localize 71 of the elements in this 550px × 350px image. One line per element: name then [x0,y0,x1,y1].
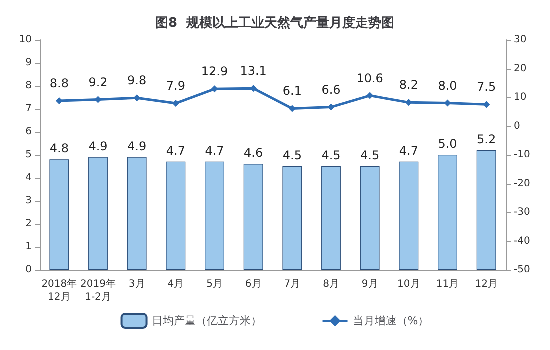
y2-tick-label: -40 [514,236,530,247]
x-tick-label: 10月 [398,279,420,290]
data-label: 6.1 [282,84,302,98]
y-tick-label: 8 [26,80,32,92]
x-tick-label: 12月 [475,279,498,290]
data-label: 5.0 [438,137,458,151]
data-label: 4.5 [360,148,380,162]
y2-tick-label: 20 [514,63,527,74]
data-label: 6.6 [322,82,341,97]
point [366,92,374,100]
point [444,100,452,107]
point [288,105,296,112]
data-label: 4.7 [205,144,224,158]
data-label: 7.5 [477,80,496,94]
x-tick-label: 2019年 1-2月 [80,278,116,303]
data-label: 4.6 [244,146,264,160]
data-label: 4.5 [322,148,341,162]
point [172,100,180,108]
y2-tick-label: 10 [514,92,527,103]
data-label: 7.9 [166,79,186,94]
data-label: 4.7 [166,144,186,158]
data-label: 4.8 [50,142,69,156]
data-label: 9.8 [128,74,147,88]
y2-tick-label: -30 [514,207,530,218]
y-tick-label: 0 [26,264,32,276]
data-label: 9.2 [88,75,108,90]
y-tick-label: 4 [26,172,32,184]
x-tick-label: 7月 [284,279,301,290]
x-tick-label: 6月 [245,279,262,290]
x-tick-label: 3月 [128,279,146,290]
legend-label: 当月增速（%） [352,314,430,328]
data-label: 4.9 [128,139,147,154]
x-tick-label: 9月 [362,279,378,290]
y-tick-label: 10 [19,34,32,46]
point [328,104,335,111]
y-tick-label: 6 [26,126,32,138]
y-tick-label: 3 [26,196,32,206]
data-label: 8.2 [399,78,418,92]
x-tick-label: 2018年 12月 [42,278,78,303]
y-tick-label: 7 [26,104,32,114]
y-tick-label: 5 [26,150,32,160]
x-tick-label: 8月 [323,279,340,290]
y2-tick-label: 0 [514,120,520,132]
y-tick-label: 9 [26,58,32,68]
point [94,96,102,104]
y2-tick-label: -20 [514,178,530,190]
y2-tick-label: 30 [514,34,527,46]
point [134,94,141,102]
data-label: 4.9 [88,139,108,154]
point [250,85,258,92]
y2-tick-label: -10 [514,150,530,160]
data-label: 4.5 [282,148,302,162]
point [56,97,63,104]
data-label: 10.6 [356,71,384,86]
x-tick-label: 4月 [168,279,184,290]
point [405,99,412,106]
y2-tick-label: -50 [514,264,530,276]
point [211,86,218,93]
data-label: 8.0 [438,78,458,93]
data-label: 8.8 [50,76,69,90]
y-tick-label: 2 [26,218,32,230]
y-tick-label: 1 [26,242,32,252]
data-label: 5.2 [477,132,496,146]
x-tick-label: 5月 [206,279,223,290]
data-label: 12.9 [201,64,228,79]
data-label: 13.1 [240,64,267,78]
x-tick-label: 11月 [436,279,460,290]
chart-title: 图8 规模以上工业天然气产量月度走势图 [155,15,395,31]
legend-label: 日均产量（亿立方米） [152,314,262,328]
data-label: 4.7 [399,144,418,158]
point [483,101,490,108]
